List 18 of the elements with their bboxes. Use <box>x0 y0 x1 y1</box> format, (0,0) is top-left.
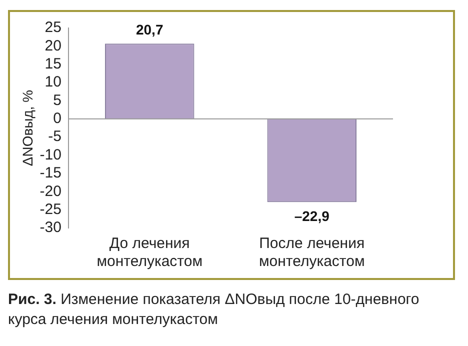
y-tick-label: -5 <box>48 128 62 146</box>
y-tick-label: 25 <box>44 19 62 36</box>
y-tick-label: -20 <box>40 182 62 200</box>
y-tick-label: 5 <box>53 92 62 109</box>
y-tick-label: 15 <box>44 56 62 73</box>
data-label: –22,9 <box>294 208 330 224</box>
y-tick-label: -30 <box>40 219 62 236</box>
y-tick-label: -10 <box>40 146 62 164</box>
x-tick-label: До лечения монтелукастом <box>96 235 203 270</box>
y-axis-title: ΔNOвыд, % <box>19 90 36 166</box>
x-tick-label: После лечения монтелукастом <box>258 235 365 270</box>
y-tick-label: 0 <box>53 110 62 128</box>
y-tick-label: 20 <box>44 37 62 54</box>
y-tick-label: -25 <box>40 200 62 218</box>
data-label: 20,7 <box>136 21 164 38</box>
y-tick-label: 10 <box>44 74 62 91</box>
y-tick-label: -15 <box>40 164 62 182</box>
text: Рис. 3. Изменение показателя ΔNOвыд после 10-дневного курса лечения монтелукастом <box>8 290 420 330</box>
